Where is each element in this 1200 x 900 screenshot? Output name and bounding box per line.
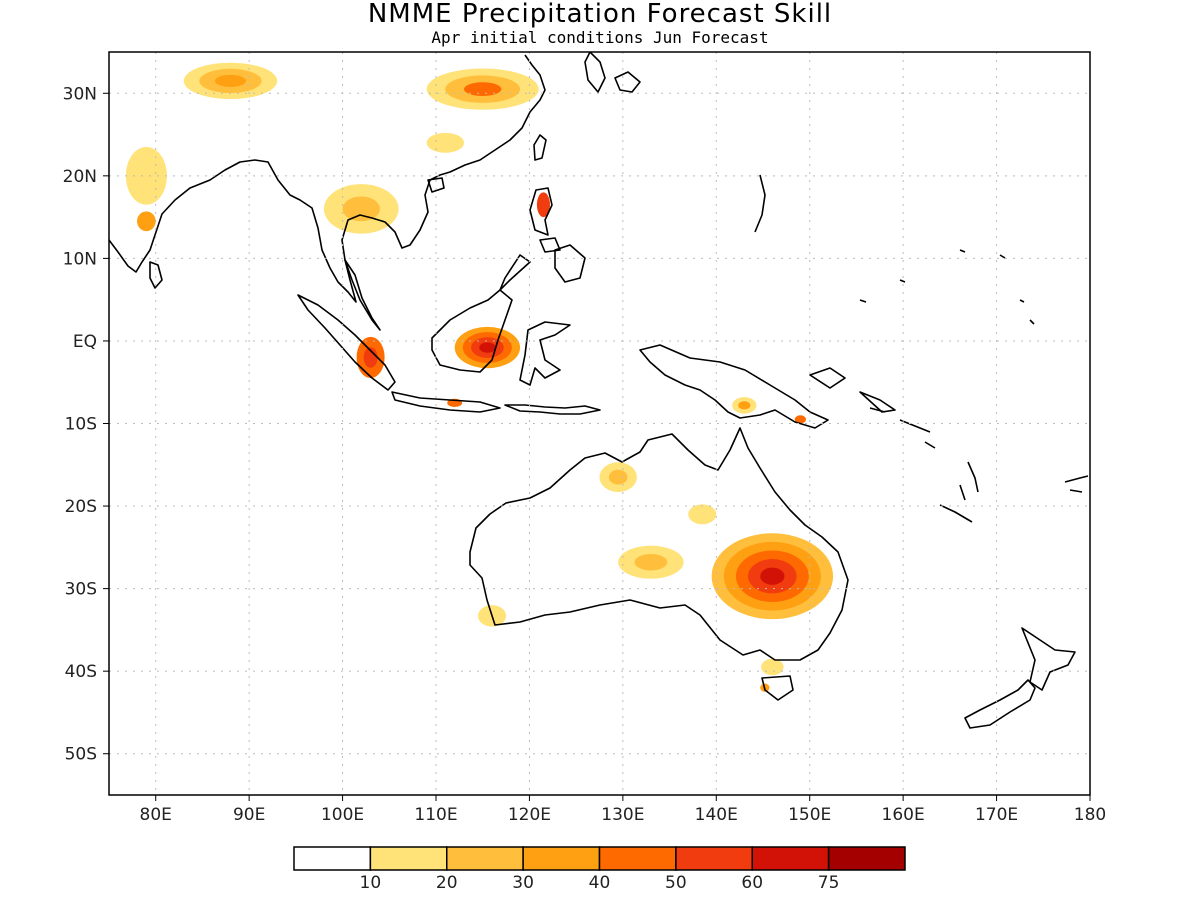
coastline-lesser-sunda [504,404,601,415]
coastline-taiwan [533,134,547,161]
coastline-micronesia [859,249,1035,325]
lon-tick-label: 180 [1074,805,1106,825]
coastline-borneo [431,289,513,373]
lon-tick-label: 90E [233,805,265,825]
lat-tick-label: 10S [65,415,97,435]
lon-tick-label: 150E [788,805,831,825]
coastline-fiji [1064,475,1089,493]
colorbar: 10 20 30 40 50 60 75 [293,846,906,893]
coastline-australia [469,427,849,661]
skill-region-11-level-10 [125,146,167,205]
coastline-tasmania [761,675,794,701]
coastline-malay-peninsula [344,259,381,331]
skill-region-0-level-60 [760,567,785,585]
lat-tick-label: 50S [65,745,97,765]
coastline-hainan [427,177,445,193]
grid-layer [109,52,1090,795]
lon-tick-label: 170E [975,805,1018,825]
colorbar-label: 10 [360,873,382,893]
axis-ticks: 80E 90E 100E 110E 120E 130E 140E 150E 160E 170E 18… [63,84,1107,825]
map-title: NMME Precipitation Forecast Skill [367,0,833,29]
skill-region-10-level-40 [464,82,502,97]
map-subtitle: Apr initial conditions Jun Forecast [431,28,769,47]
colorbar-box [293,846,372,871]
colorbar-box [751,846,830,871]
colorbar-box [598,846,677,871]
coastline-solomons [869,407,936,449]
lat-tick-label: EQ [73,332,97,352]
lat-tick-label: 10N [63,249,97,269]
coastline-new-guinea [639,344,829,429]
lat-tick-label: 20S [65,497,97,517]
colorbar-label: 20 [436,873,458,893]
coastline-java [391,391,501,413]
coastline-marianas [754,174,766,233]
skill-region-1-level-20 [634,553,668,571]
coastline-visayas [499,237,561,291]
coastline-layer [109,52,1089,729]
coastline-sri-lanka [149,261,163,289]
lon-tick-label: 100E [321,805,364,825]
colorbar-label: 40 [589,873,611,893]
lon-tick-label: 160E [882,805,925,825]
colorbar-label: 75 [818,873,840,893]
coastline-vanuatu [959,461,979,501]
lat-tick-label: 30S [65,580,97,600]
skill-region-2-level-20 [608,469,628,485]
coastline-new-caledonia [939,504,973,523]
coastline-new-zealand-south [964,679,1036,729]
skill-region-13-level-20 [342,196,380,222]
coastline-asia [109,54,546,303]
colorbar-box [827,846,906,871]
coastline-bismarck [809,367,896,413]
coastline-kyushu [614,71,641,93]
skill-region-4-level-60 [479,342,496,353]
lon-tick-label: 120E [508,805,551,825]
coastline-new-zealand-north [1021,627,1076,691]
coastline-sulawesi [519,321,571,386]
colorbar-box [522,846,601,871]
coastline-mindanao [554,244,586,283]
colorbar-label: 50 [665,873,687,893]
skill-region-12-level-30 [137,211,156,232]
coastline-sumatra [297,294,396,391]
skill-region-9-level-30 [214,74,247,87]
lat-tick-label: 40S [65,662,97,682]
skill-region-14-level-50 [536,192,550,218]
lon-tick-label: 110E [414,805,457,825]
skill-region-8-level-40 [794,415,806,424]
skill-region-5-level-50 [363,347,378,368]
lat-tick-label: 30N [63,84,97,104]
colorbar-box [675,846,753,871]
lat-tick-label: 20N [63,167,97,187]
colorbar-box [369,846,448,871]
skill-region-3-level-10 [688,504,717,525]
skill-region-16-level-10 [761,658,784,676]
skill-region-15-level-10 [426,132,465,153]
colorbar-label: 60 [741,873,763,893]
colorbar-box [446,846,524,871]
coastline-luzon [529,187,553,236]
lon-tick-label: 80E [140,805,172,825]
colorbar-label: 30 [512,873,534,893]
lon-tick-label: 140E [695,805,738,825]
lon-tick-label: 130E [601,805,644,825]
coastline-korea [584,52,606,93]
skill-region-7-level-30 [738,401,751,410]
